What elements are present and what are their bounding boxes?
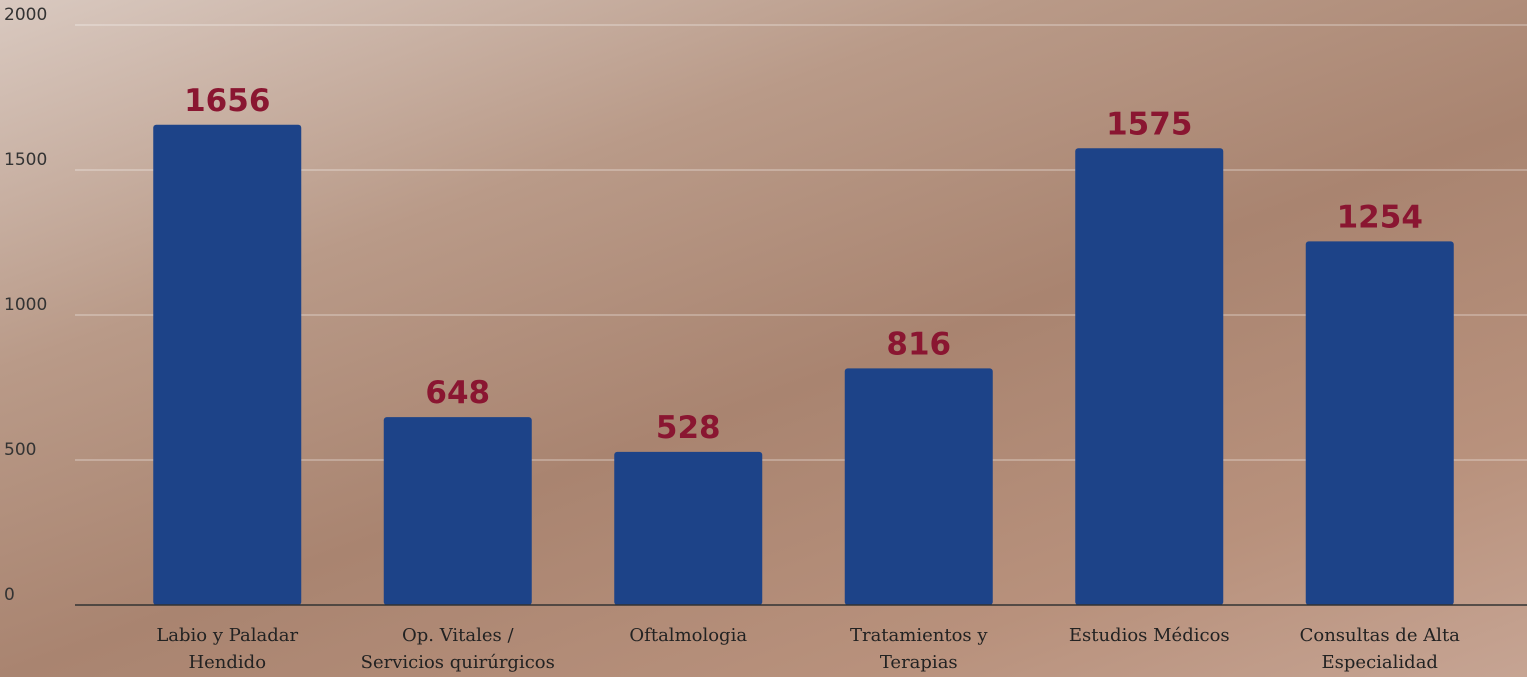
bar bbox=[1075, 148, 1224, 605]
x-tick-label: Op. Vitales / Servicios quirúrgicos bbox=[360, 625, 555, 673]
x-tick-label: Estudios Médicos bbox=[1068, 625, 1230, 646]
x-tick-label: Tratamientos y Terapias bbox=[849, 625, 988, 673]
x-tick-label: Labio y Paladar Hendido bbox=[156, 625, 299, 673]
y-tick-label: 1000 bbox=[4, 295, 47, 315]
value-label: 1656 bbox=[184, 83, 270, 119]
y-tick-label: 500 bbox=[4, 440, 36, 460]
bar bbox=[1305, 241, 1454, 605]
y-tick-label: 1500 bbox=[4, 150, 47, 170]
value-label: 648 bbox=[425, 375, 490, 411]
bar bbox=[153, 124, 302, 605]
value-label: 528 bbox=[656, 410, 721, 446]
value-label: 816 bbox=[886, 326, 951, 362]
value-label: 1575 bbox=[1106, 106, 1192, 142]
bar bbox=[614, 451, 763, 605]
y-tick-label: 2000 bbox=[4, 5, 47, 25]
value-label: 1254 bbox=[1337, 199, 1423, 235]
bar bbox=[844, 368, 993, 605]
y-tick-label: 0 bbox=[4, 585, 15, 605]
bar bbox=[383, 417, 532, 605]
x-tick-label: Consultas de Alta Especialidad bbox=[1299, 625, 1460, 673]
x-tick-label: Oftalmologia bbox=[629, 625, 748, 646]
